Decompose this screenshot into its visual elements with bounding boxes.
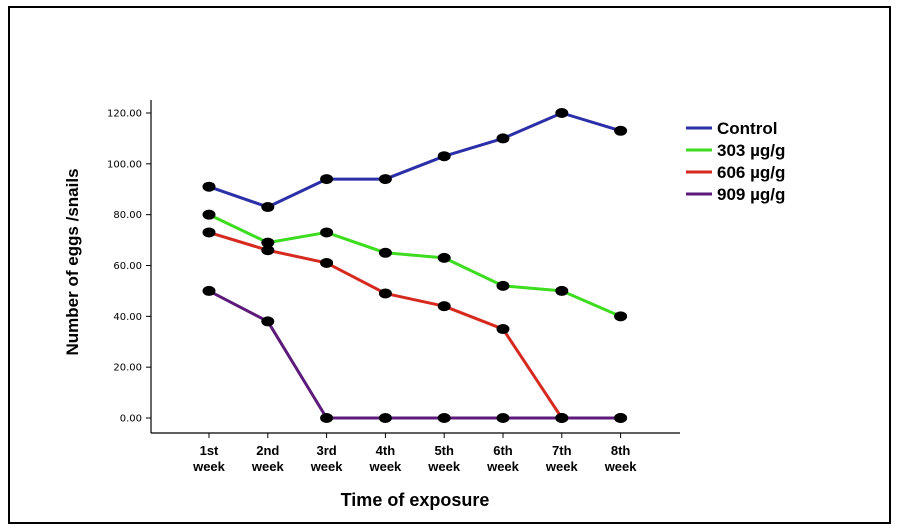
y-ticks: 0.00 20.00 40.00 60.00 80.00 100.00 120.00 — [107, 109, 151, 425]
data-point — [496, 280, 510, 291]
legend-label: 303 µg/g — [717, 141, 785, 160]
x-tick-label: 5th week — [427, 443, 461, 474]
x-tick-label: 7th week — [545, 443, 579, 474]
data-point — [320, 257, 334, 268]
data-point — [202, 227, 216, 238]
x-tick-label: 2nd week — [251, 443, 285, 474]
series-line — [208, 289, 621, 420]
data-point — [320, 174, 334, 185]
axes — [150, 100, 680, 434]
data-point — [555, 413, 569, 423]
legend-label: 909 µg/g — [717, 185, 785, 204]
data-point — [614, 413, 628, 423]
legend-item: Control — [686, 119, 777, 138]
y-tick-label: 0.00 — [120, 414, 142, 425]
data-point — [555, 108, 569, 118]
data-point — [320, 227, 334, 238]
x-tick-label: 3rd week — [310, 443, 344, 474]
data-point — [437, 301, 451, 312]
legend-label: Control — [717, 119, 777, 138]
data-point — [202, 285, 216, 296]
series-4 — [202, 285, 628, 423]
data-point — [320, 413, 334, 423]
data-point — [261, 316, 275, 327]
series-1 — [202, 108, 628, 213]
data-point — [555, 285, 569, 296]
data-point — [261, 202, 275, 213]
series-2 — [202, 209, 628, 322]
data-point — [614, 125, 628, 136]
x-tick-label: 1st week — [192, 443, 226, 474]
data-point — [496, 133, 510, 144]
series-group — [202, 108, 628, 423]
series-line — [208, 111, 622, 209]
data-point — [437, 252, 451, 263]
data-point — [496, 324, 510, 335]
legend-label: 606 µg/g — [717, 163, 785, 182]
x-ticks: 1st week 2nd week 3rd week 4th week 5th week 6th we… — [192, 433, 637, 474]
data-point — [202, 209, 216, 220]
series-line — [208, 231, 621, 420]
y-axis-label: Number of eggs /snails — [63, 168, 82, 355]
x-tick-label: 4th week — [368, 443, 402, 474]
data-point — [378, 413, 392, 423]
y-tick-label: 20.00 — [113, 363, 142, 374]
y-tick-label: 120.00 — [107, 109, 142, 120]
data-point — [202, 181, 216, 192]
data-point — [261, 237, 275, 248]
data-point — [378, 174, 392, 185]
y-tick-label: 60.00 — [113, 261, 142, 272]
data-point — [378, 288, 392, 299]
data-point — [437, 413, 451, 423]
legend-item: 303 µg/g — [686, 141, 785, 160]
x-tick-label: 8th week — [604, 443, 638, 474]
x-tick-label: 6th week — [486, 443, 520, 474]
legend-item: 909 µg/g — [686, 185, 785, 204]
data-point — [261, 245, 275, 256]
data-point — [614, 311, 628, 322]
data-point — [378, 247, 392, 258]
y-tick-label: 40.00 — [113, 312, 142, 323]
y-tick-label: 100.00 — [107, 159, 142, 170]
data-point — [437, 151, 451, 162]
series-line — [208, 213, 622, 318]
y-tick-label: 80.00 — [113, 210, 142, 221]
legend: Control 303 µg/g 606 µg/g 909 µg/g — [686, 119, 785, 204]
legend-item: 606 µg/g — [686, 163, 785, 182]
data-point — [496, 413, 510, 423]
chart-frame — [8, 6, 891, 524]
x-axis-label: Time of exposure — [341, 490, 490, 510]
